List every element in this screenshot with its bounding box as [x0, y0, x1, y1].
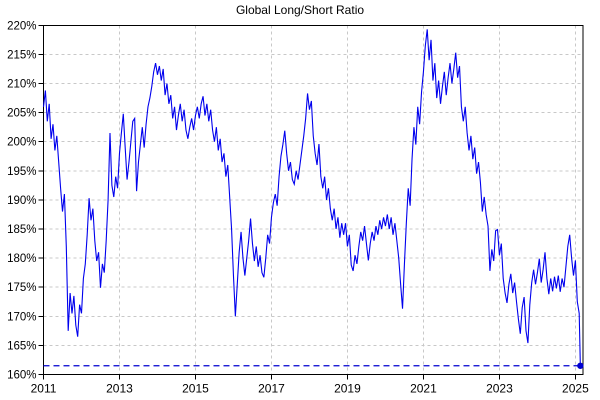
- y-tick-label: 210%: [7, 79, 36, 91]
- x-tick-label: 2021: [410, 382, 437, 396]
- x-tick-label: 2013: [106, 382, 133, 396]
- y-tick-label: 205%: [7, 108, 36, 120]
- y-tick-label: 215%: [7, 49, 36, 61]
- ratio-line: [42, 29, 581, 366]
- x-tick-label: 2025: [562, 382, 589, 396]
- x-tick-label: 2015: [182, 382, 209, 396]
- y-tick-label: 175%: [7, 282, 36, 294]
- y-tick-label: 200%: [7, 137, 36, 149]
- y-tick-label: 220%: [7, 20, 36, 32]
- chart-title: Global Long/Short Ratio: [235, 3, 365, 17]
- y-tick-label: 190%: [7, 195, 36, 207]
- y-tick-label: 180%: [7, 253, 36, 265]
- y-tick-label: 165%: [7, 340, 36, 352]
- y-tick-label: 185%: [7, 224, 36, 236]
- x-tick-label: 2019: [334, 382, 361, 396]
- y-tick-label: 195%: [7, 166, 36, 178]
- y-tick-label: 170%: [7, 311, 36, 323]
- x-tick-label: 2017: [258, 382, 285, 396]
- y-tick-label: 160%: [7, 370, 36, 382]
- x-tick-label: 2023: [486, 382, 513, 396]
- last-value-dot: [577, 362, 584, 369]
- x-tick-label: 2011: [31, 382, 57, 396]
